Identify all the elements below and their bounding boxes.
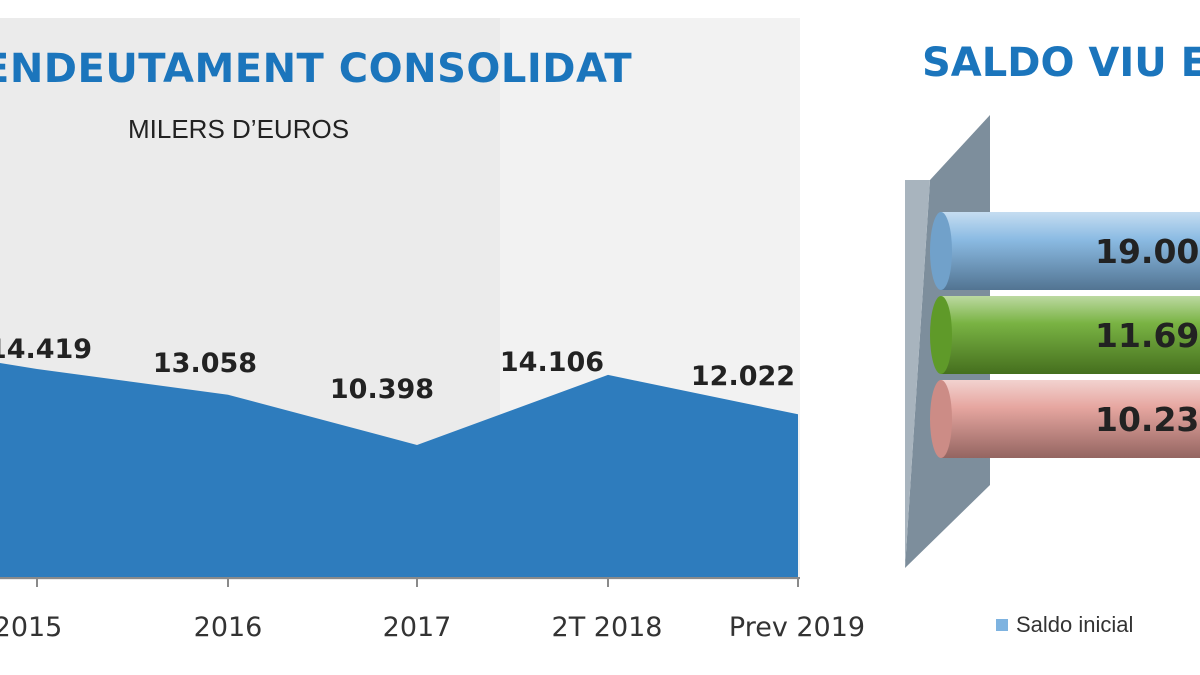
cylinder-bar (941, 212, 1200, 290)
area-chart-title: ENDEUTAMENT CONSOLIDAT (0, 46, 633, 92)
cylinder-value-label: 10.231 (1095, 400, 1200, 439)
cylinder-bar (941, 296, 1200, 374)
cylinder-bar (941, 380, 1200, 458)
x-tick-label: Prev 2019 (729, 612, 865, 643)
cylinder-chart-title: SALDO VIU E (922, 40, 1200, 86)
x-tick-label: 2017 (383, 612, 452, 643)
legend: Saldo inicial (996, 612, 1133, 638)
cylinder-value-label: 19.000 (1095, 232, 1200, 271)
data-label: 13.058 (153, 348, 257, 379)
data-label: 10.398 (330, 374, 434, 405)
legend-swatch-icon (996, 619, 1008, 631)
data-label: 14.419 (0, 334, 92, 365)
cylinder-value-label: 11.692 (1095, 316, 1200, 355)
x-tick-label: 2016 (194, 612, 263, 643)
area-chart-subtitle: MILERS D’EUROS (128, 114, 350, 144)
legend-label: Saldo inicial (1016, 612, 1134, 637)
cylinder-cap (930, 296, 952, 374)
x-tick-label: 2015 (0, 612, 62, 643)
cylinder-cap (930, 380, 952, 458)
data-label: 14.106 (500, 347, 604, 378)
cylinder-bar-chart: 19.000 11.692 10.231 (905, 115, 1200, 568)
x-tick-label: 2T 2018 (552, 612, 663, 643)
chart-side-wall (905, 180, 930, 568)
area-chart: 2015 2016 2017 2T 2018 Prev 2019 14.419 13.05… (0, 334, 865, 643)
cylinder-cap (930, 212, 952, 290)
debt-area-series (0, 363, 798, 578)
data-label: 12.022 (691, 361, 795, 392)
